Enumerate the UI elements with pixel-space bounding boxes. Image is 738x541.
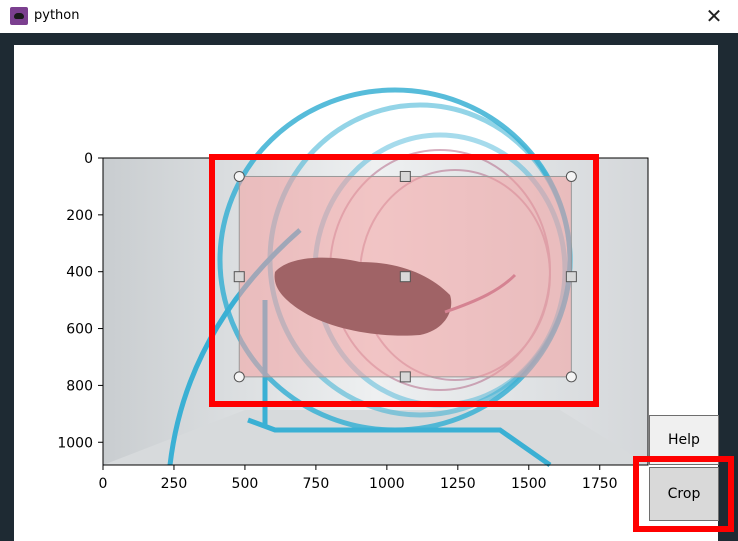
window-title: python — [34, 8, 80, 23]
edge-handle — [399, 371, 411, 383]
plot-axes: 0 250 500 750 1000 1250 1500 1750 0 200 400 600 800 1… — [57, 151, 649, 492]
corner-handle — [233, 170, 245, 182]
title-bar: python ✕ — [0, 0, 738, 33]
x-tick-label: 1750 — [582, 476, 618, 492]
x-tick-label: 1500 — [511, 476, 547, 492]
x-tick-label: 500 — [232, 476, 259, 492]
corner-handle — [565, 371, 577, 383]
x-tick-label: 1250 — [440, 476, 476, 492]
python-app-icon — [10, 7, 28, 25]
y-tick-label: 200 — [66, 208, 93, 224]
corner-handle — [233, 371, 245, 383]
close-icon[interactable]: ✕ — [705, 4, 723, 28]
help-button[interactable]: Help — [649, 415, 719, 465]
edge-handle — [399, 271, 411, 283]
y-tick-label: 400 — [66, 265, 93, 281]
edge-handle — [565, 271, 577, 283]
x-tick-label: 250 — [161, 476, 188, 492]
y-tick-label: 800 — [66, 378, 93, 394]
edge-handle — [233, 271, 245, 283]
y-tick-label: 0 — [84, 151, 93, 167]
edge-handle — [399, 170, 411, 182]
y-tick-label: 1000 — [57, 435, 93, 451]
crop-selector[interactable] — [233, 170, 577, 383]
x-tick-label: 0 — [99, 476, 108, 492]
x-tick-label: 750 — [303, 476, 330, 492]
x-tick-label: 1000 — [369, 476, 405, 492]
window-frame — [0, 33, 738, 45]
crop-button[interactable]: Crop — [649, 467, 719, 521]
corner-handle — [565, 170, 577, 182]
y-tick-label: 600 — [66, 322, 93, 338]
